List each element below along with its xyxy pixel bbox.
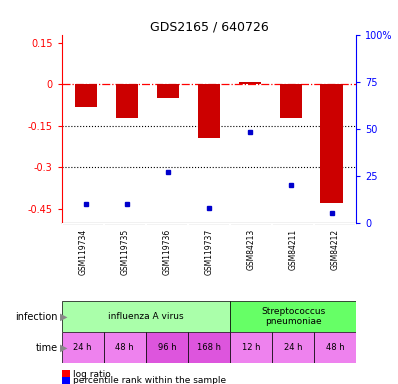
Text: time: time [35,343,58,353]
Bar [188,332,230,363]
Text: 12 h: 12 h [242,343,260,352]
Text: Streptococcus
pneumoniae: Streptococcus pneumoniae [261,307,325,326]
Text: 96 h: 96 h [158,343,176,352]
Bar [239,82,261,84]
Text: GSM84211: GSM84211 [289,229,298,270]
Text: ▶: ▶ [60,312,67,322]
Text: infection: infection [15,312,58,322]
Bar [272,332,314,363]
Text: 168 h: 168 h [197,343,221,352]
Bar [75,84,98,106]
Bar [314,332,356,363]
Text: GSM119734: GSM119734 [78,229,87,275]
Text: GSM119737: GSM119737 [205,229,213,275]
Bar [62,332,104,363]
Bar [198,84,220,138]
Bar [230,301,356,332]
Bar [146,332,188,363]
Text: GSM84212: GSM84212 [331,229,339,270]
Bar [230,332,272,363]
Text: influenza A virus: influenza A virus [108,312,183,321]
Bar [104,332,146,363]
Text: 48 h: 48 h [326,343,345,352]
Bar [62,301,230,332]
Title: GDS2165 / 640726: GDS2165 / 640726 [150,20,268,33]
Text: percentile rank within the sample: percentile rank within the sample [73,376,226,384]
Text: ▶: ▶ [60,343,67,353]
Text: 24 h: 24 h [284,343,302,352]
Bar [116,84,139,118]
Text: GSM119735: GSM119735 [120,229,129,275]
Text: 48 h: 48 h [115,343,134,352]
Bar [157,84,179,98]
Text: 24 h: 24 h [74,343,92,352]
Text: log ratio: log ratio [73,369,111,379]
Bar [279,84,302,118]
Text: GSM84213: GSM84213 [246,229,256,270]
Text: GSM119736: GSM119736 [162,229,172,275]
Bar [320,84,343,204]
